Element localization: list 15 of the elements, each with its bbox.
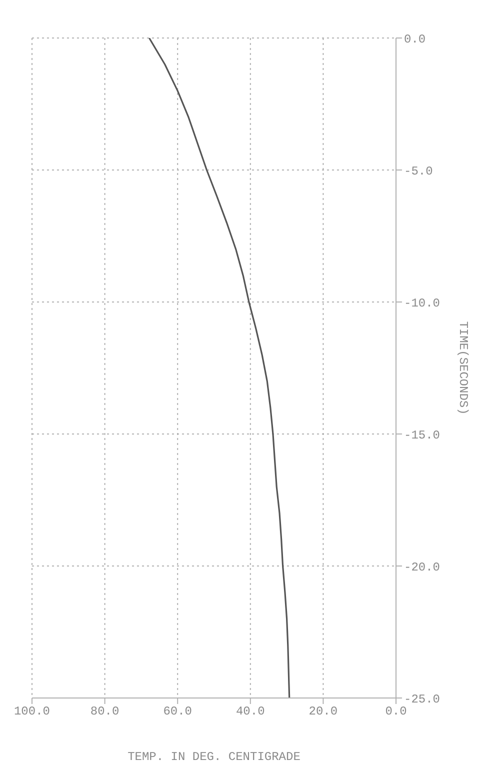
x-tick-label: 40.0: [236, 704, 265, 719]
y-tick-label: -20.0: [404, 560, 440, 574]
y-tick-label: 0.0: [404, 32, 426, 46]
y-tick-label: -5.0: [404, 164, 433, 178]
y-tick-label: -10.0: [404, 296, 440, 310]
line-series: [148, 38, 290, 698]
x-tick-label: 80.0: [90, 704, 120, 719]
y-tick-label: -25.0: [404, 692, 440, 706]
x-axis-title: TEMP. IN DEG. CENTIGRADE: [128, 750, 300, 764]
x-tick-label: 100.0: [14, 704, 50, 719]
x-tick-label: 20.0: [308, 704, 338, 719]
y-axis-title: TIME(SECONDS): [456, 321, 470, 415]
y-tick-label: -15.0: [404, 428, 440, 442]
x-tick-label: 0.0: [385, 704, 407, 719]
x-tick-label: 60.0: [163, 704, 192, 719]
